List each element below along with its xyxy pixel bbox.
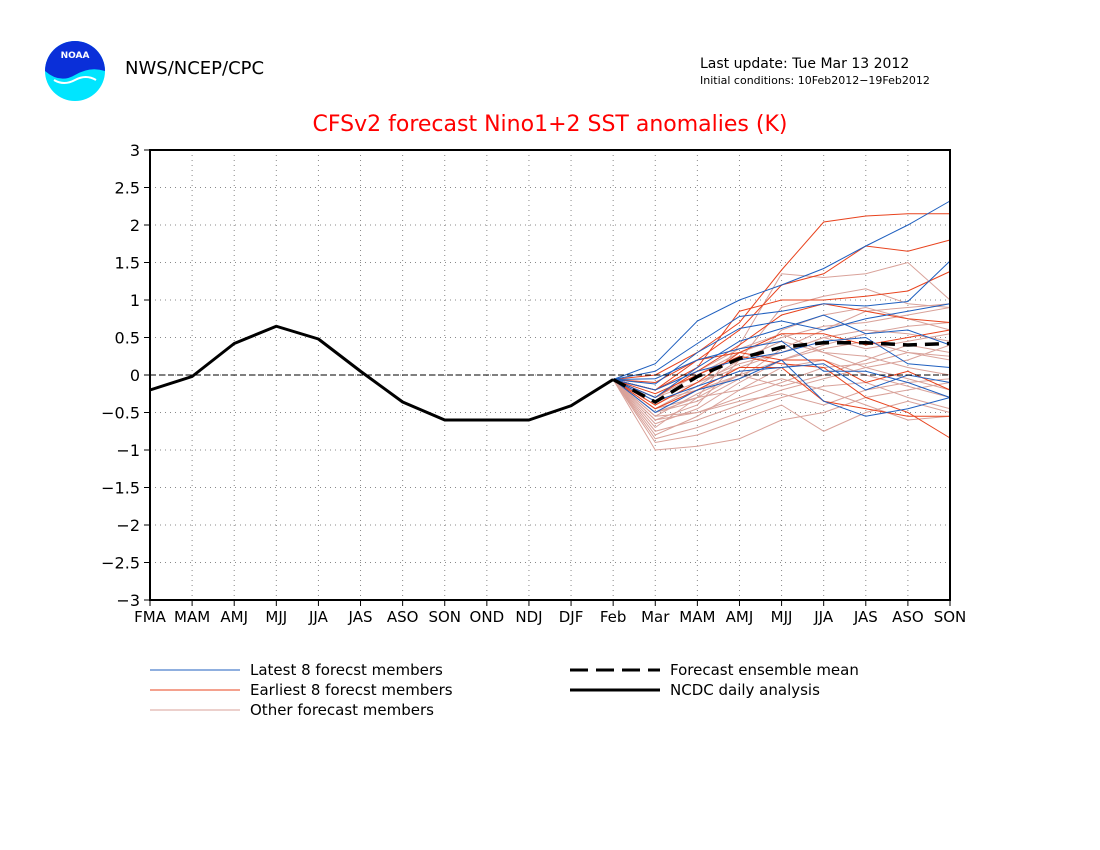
agency-label: NWS/NCEP/CPC bbox=[125, 58, 265, 79]
x-tick-label: MJJ bbox=[265, 608, 287, 626]
other-member-line bbox=[612, 344, 951, 417]
x-tick-label: MJJ bbox=[771, 608, 793, 626]
x-tick-label: AMJ bbox=[726, 608, 754, 626]
latest-member-line bbox=[612, 363, 951, 402]
latest-member-line bbox=[613, 260, 951, 380]
main-series-group bbox=[149, 324, 951, 422]
x-tick-label: JJA bbox=[813, 608, 834, 626]
earliest-member-line bbox=[612, 329, 951, 406]
x-tick-label: JJA bbox=[308, 608, 329, 626]
x-tick-label: MAM bbox=[679, 608, 715, 626]
legend-latest-label: Latest 8 forecst members bbox=[250, 661, 443, 679]
y-tick-label: 1 bbox=[130, 291, 140, 310]
x-tick-label: SON bbox=[428, 608, 461, 626]
latest-member-line bbox=[613, 303, 951, 385]
y-tick-label: 3 bbox=[130, 141, 140, 160]
y-tick-label: 0.5 bbox=[115, 329, 140, 348]
latest-member-line bbox=[612, 200, 951, 380]
x-tick-label: ASO bbox=[892, 608, 924, 626]
y-tick-label: −1 bbox=[116, 441, 140, 460]
x-tick-label: NDJ bbox=[515, 608, 542, 626]
x-tick-label: JAS bbox=[853, 608, 878, 626]
y-tick-label: −0.5 bbox=[101, 404, 140, 423]
latest-members-group bbox=[612, 200, 951, 417]
legend-earliest-label: Earliest 8 forecst members bbox=[250, 681, 453, 699]
latest-member-line bbox=[612, 314, 951, 399]
y-tick-label: −3 bbox=[116, 591, 140, 610]
y-tick-label: −1.5 bbox=[101, 479, 140, 498]
earliest-member-line bbox=[613, 213, 950, 380]
other-member-line bbox=[612, 307, 951, 399]
x-tick-label: AMJ bbox=[220, 608, 248, 626]
ensemble-mean-line bbox=[612, 341, 951, 405]
y-tick-label: 2.5 bbox=[115, 179, 140, 198]
legend: Latest 8 forecst members Earliest 8 forec… bbox=[150, 661, 859, 719]
x-tick-label: OND bbox=[470, 608, 505, 626]
legend-mean-label: Forecast ensemble mean bbox=[670, 661, 859, 679]
last-update-text: Last update: Tue Mar 13 2012 bbox=[700, 56, 910, 72]
noaa-logo: NOAA bbox=[45, 41, 105, 101]
earliest-member-line bbox=[612, 303, 951, 399]
y-tick-label: −2 bbox=[116, 516, 140, 535]
x-tick-label: DJF bbox=[559, 608, 584, 626]
other-member-line bbox=[612, 379, 951, 440]
analysis-line bbox=[149, 324, 614, 422]
latest-member-line bbox=[613, 336, 951, 391]
logo-text: NOAA bbox=[61, 51, 90, 61]
chart-title: CFSv2 forecast Nino1+2 SST anomalies (K) bbox=[312, 112, 788, 137]
latest-member-line bbox=[613, 340, 951, 398]
other-member-line bbox=[612, 261, 951, 414]
latest-member-line bbox=[612, 359, 951, 417]
x-tick-label: ASO bbox=[387, 608, 419, 626]
x-tick-label: MAM bbox=[174, 608, 210, 626]
other-member-line bbox=[612, 378, 951, 421]
earliest-member-line bbox=[613, 271, 951, 391]
x-tick-label: SON bbox=[934, 608, 967, 626]
initial-conditions-text: Initial conditions: 10Feb2012−19Feb2012 bbox=[700, 74, 930, 87]
x-tick-label: JAS bbox=[348, 608, 373, 626]
other-member-line bbox=[612, 379, 951, 444]
y-tick-label: −2.5 bbox=[101, 554, 140, 573]
other-member-line bbox=[612, 351, 951, 417]
x-tick-label: FMA bbox=[134, 608, 167, 626]
y-tick-label: 2 bbox=[130, 216, 140, 235]
y-tick-label: 1.5 bbox=[115, 254, 140, 273]
x-tick-label: Mar bbox=[641, 608, 670, 626]
legend-analysis-label: NCDC daily analysis bbox=[670, 681, 820, 699]
x-tick-label: Feb bbox=[600, 608, 627, 626]
legend-other-label: Other forecast members bbox=[250, 701, 434, 719]
y-tick-label: 0 bbox=[130, 366, 140, 385]
